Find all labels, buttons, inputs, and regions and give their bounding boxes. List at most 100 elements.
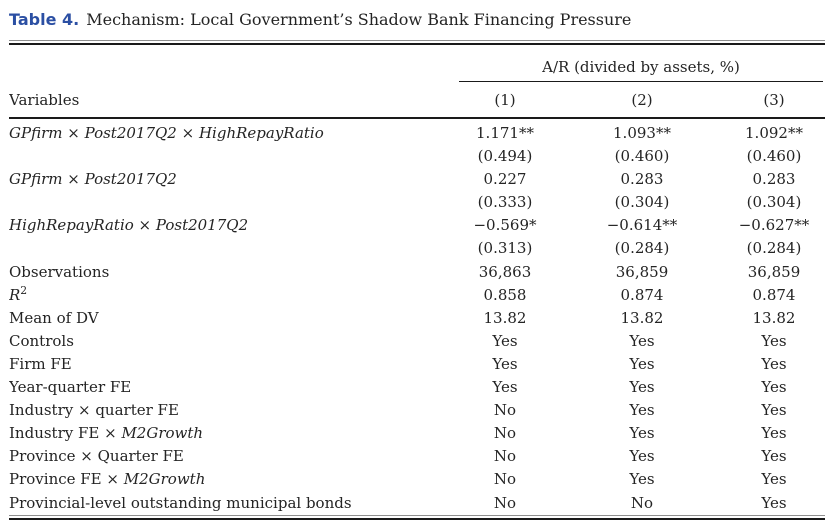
column-group-header: A/R (divided by assets, %)	[459, 45, 823, 82]
table-row: Mean of DV 13.82 13.82 13.82	[9, 307, 825, 330]
table-row: (0.313) (0.284) (0.284)	[9, 237, 825, 260]
table-row: (0.494) (0.460) (0.460)	[9, 145, 825, 168]
table-caption-text: Mechanism: Local Government’s Shadow Ban…	[86, 10, 632, 29]
value-cell: (0.284)	[614, 239, 670, 258]
table-row: Observations 36,863 36,859 36,859	[9, 261, 825, 284]
table-row: HighRepayRatio × Post2017Q2 −0.569* −0.614…	[9, 214, 825, 237]
table-row: Provincial-level outstanding municipal b…	[9, 492, 825, 515]
table-row: Industry FE × M2Growth No Yes Yes	[9, 422, 825, 445]
row-label: Industry × quarter FE	[9, 401, 179, 420]
value-cell: Yes	[492, 331, 518, 350]
value-cell: Yes	[629, 378, 655, 397]
value-cell: Yes	[629, 401, 655, 420]
value-cell: No	[493, 447, 517, 466]
row-label	[9, 145, 449, 168]
row-label: Year-quarter FE	[9, 378, 132, 397]
value-cell: Yes	[761, 331, 787, 350]
row-label: Firm FE	[9, 354, 72, 373]
row-label: Industry FE × M2Growth	[9, 424, 204, 443]
value-cell: (0.460)	[746, 147, 802, 166]
row-label: GPfirm × Post2017Q2 × HighRepayRatio	[9, 124, 324, 142]
table-row: Province × Quarter FE No Yes Yes	[9, 445, 825, 468]
row-label: Mean of DV	[9, 308, 99, 327]
header-rule	[9, 117, 825, 119]
value-cell: (0.304)	[746, 193, 802, 212]
value-cell: 13.82	[752, 308, 796, 327]
column-header-3: (3)	[763, 91, 785, 109]
value-cell: 36,859	[747, 262, 801, 281]
value-cell: 13.82	[483, 308, 527, 327]
top-rule	[9, 40, 825, 45]
table-row: Firm FE Yes Yes Yes	[9, 353, 825, 376]
column-header-1: (1)	[494, 91, 516, 109]
row-label: Provincial-level outstanding municipal b…	[9, 493, 352, 512]
row-label: HighRepayRatio × Post2017Q2	[9, 216, 249, 235]
value-cell: No	[630, 493, 654, 512]
bottom-rule	[9, 514, 825, 520]
value-cell: Yes	[492, 378, 518, 397]
value-cell: 0.858	[483, 285, 527, 304]
row-label	[9, 237, 449, 260]
row-label: Province FE × M2Growth	[9, 470, 206, 489]
table-caption-label: Table 4.	[9, 10, 80, 29]
value-cell: (0.313)	[477, 239, 533, 258]
value-cell: 36,863	[478, 262, 532, 281]
variables-header: Variables	[9, 91, 80, 109]
value-cell: Yes	[629, 424, 655, 443]
row-label: Observations	[9, 262, 110, 281]
value-cell: (0.284)	[746, 239, 802, 258]
table-row: Province FE × M2Growth No Yes Yes	[9, 468, 825, 491]
value-cell: Yes	[492, 354, 518, 373]
value-cell: Yes	[761, 378, 787, 397]
row-label: Controls	[9, 331, 74, 350]
value-cell: Yes	[761, 401, 787, 420]
row-label	[9, 191, 449, 214]
value-cell: 0.874	[752, 285, 796, 304]
table-row: GPfirm × Post2017Q2 × HighRepayRatio 1.17…	[9, 122, 825, 145]
value-cell: 0.227	[483, 170, 527, 189]
column-header-row: Variables (1) (2) (3)	[9, 82, 825, 117]
value-cell: 0.283	[620, 170, 664, 189]
value-cell: No	[493, 401, 517, 420]
value-cell: (0.494)	[477, 147, 533, 166]
value-cell: −0.569*	[473, 216, 537, 235]
value-cell: Yes	[629, 470, 655, 489]
column-group-label: A/R (divided by assets, %)	[542, 58, 740, 76]
value-cell: 1.171**	[476, 124, 534, 142]
value-cell: Yes	[761, 493, 787, 512]
value-cell: (0.333)	[477, 193, 533, 212]
value-cell: 0.874	[620, 285, 664, 304]
value-cell: 13.82	[620, 308, 664, 327]
column-group-row: A/R (divided by assets, %)	[9, 45, 825, 82]
value-cell: No	[493, 424, 517, 443]
value-cell: (0.460)	[614, 147, 670, 166]
column-header-2: (2)	[631, 91, 653, 109]
table-caption: Table 4. Mechanism: Local Government’s Sh…	[9, 8, 831, 32]
value-cell: Yes	[629, 331, 655, 350]
value-cell: 1.092**	[745, 124, 803, 142]
value-cell: 0.283	[752, 170, 796, 189]
value-cell: Yes	[761, 354, 787, 373]
table-row: Industry × quarter FE No Yes Yes	[9, 399, 825, 422]
value-cell: No	[493, 470, 517, 489]
row-label: Province × Quarter FE	[9, 447, 184, 466]
value-cell: (0.304)	[614, 193, 670, 212]
value-cell: Yes	[761, 470, 787, 489]
value-cell: −0.627**	[738, 216, 810, 235]
value-cell: No	[493, 493, 517, 512]
regression-table: A/R (divided by assets, %) Variables (1)…	[9, 40, 825, 520]
table-row: Controls Yes Yes Yes	[9, 330, 825, 353]
spacer-cell	[9, 45, 449, 82]
table-row: Year-quarter FE Yes Yes Yes	[9, 376, 825, 399]
value-cell: Yes	[629, 354, 655, 373]
table-row: GPfirm × Post2017Q2 0.227 0.283 0.283	[9, 168, 825, 191]
value-cell: −0.614**	[606, 216, 678, 235]
table-row: R2 0.858 0.874 0.874	[9, 284, 825, 307]
value-cell: 36,859	[615, 262, 669, 281]
value-cell: 1.093**	[613, 124, 671, 142]
row-label: GPfirm × Post2017Q2	[9, 170, 177, 189]
row-label: R2	[9, 283, 28, 304]
value-cell: Yes	[629, 447, 655, 466]
table-body: GPfirm × Post2017Q2 × HighRepayRatio 1.17…	[9, 119, 825, 515]
